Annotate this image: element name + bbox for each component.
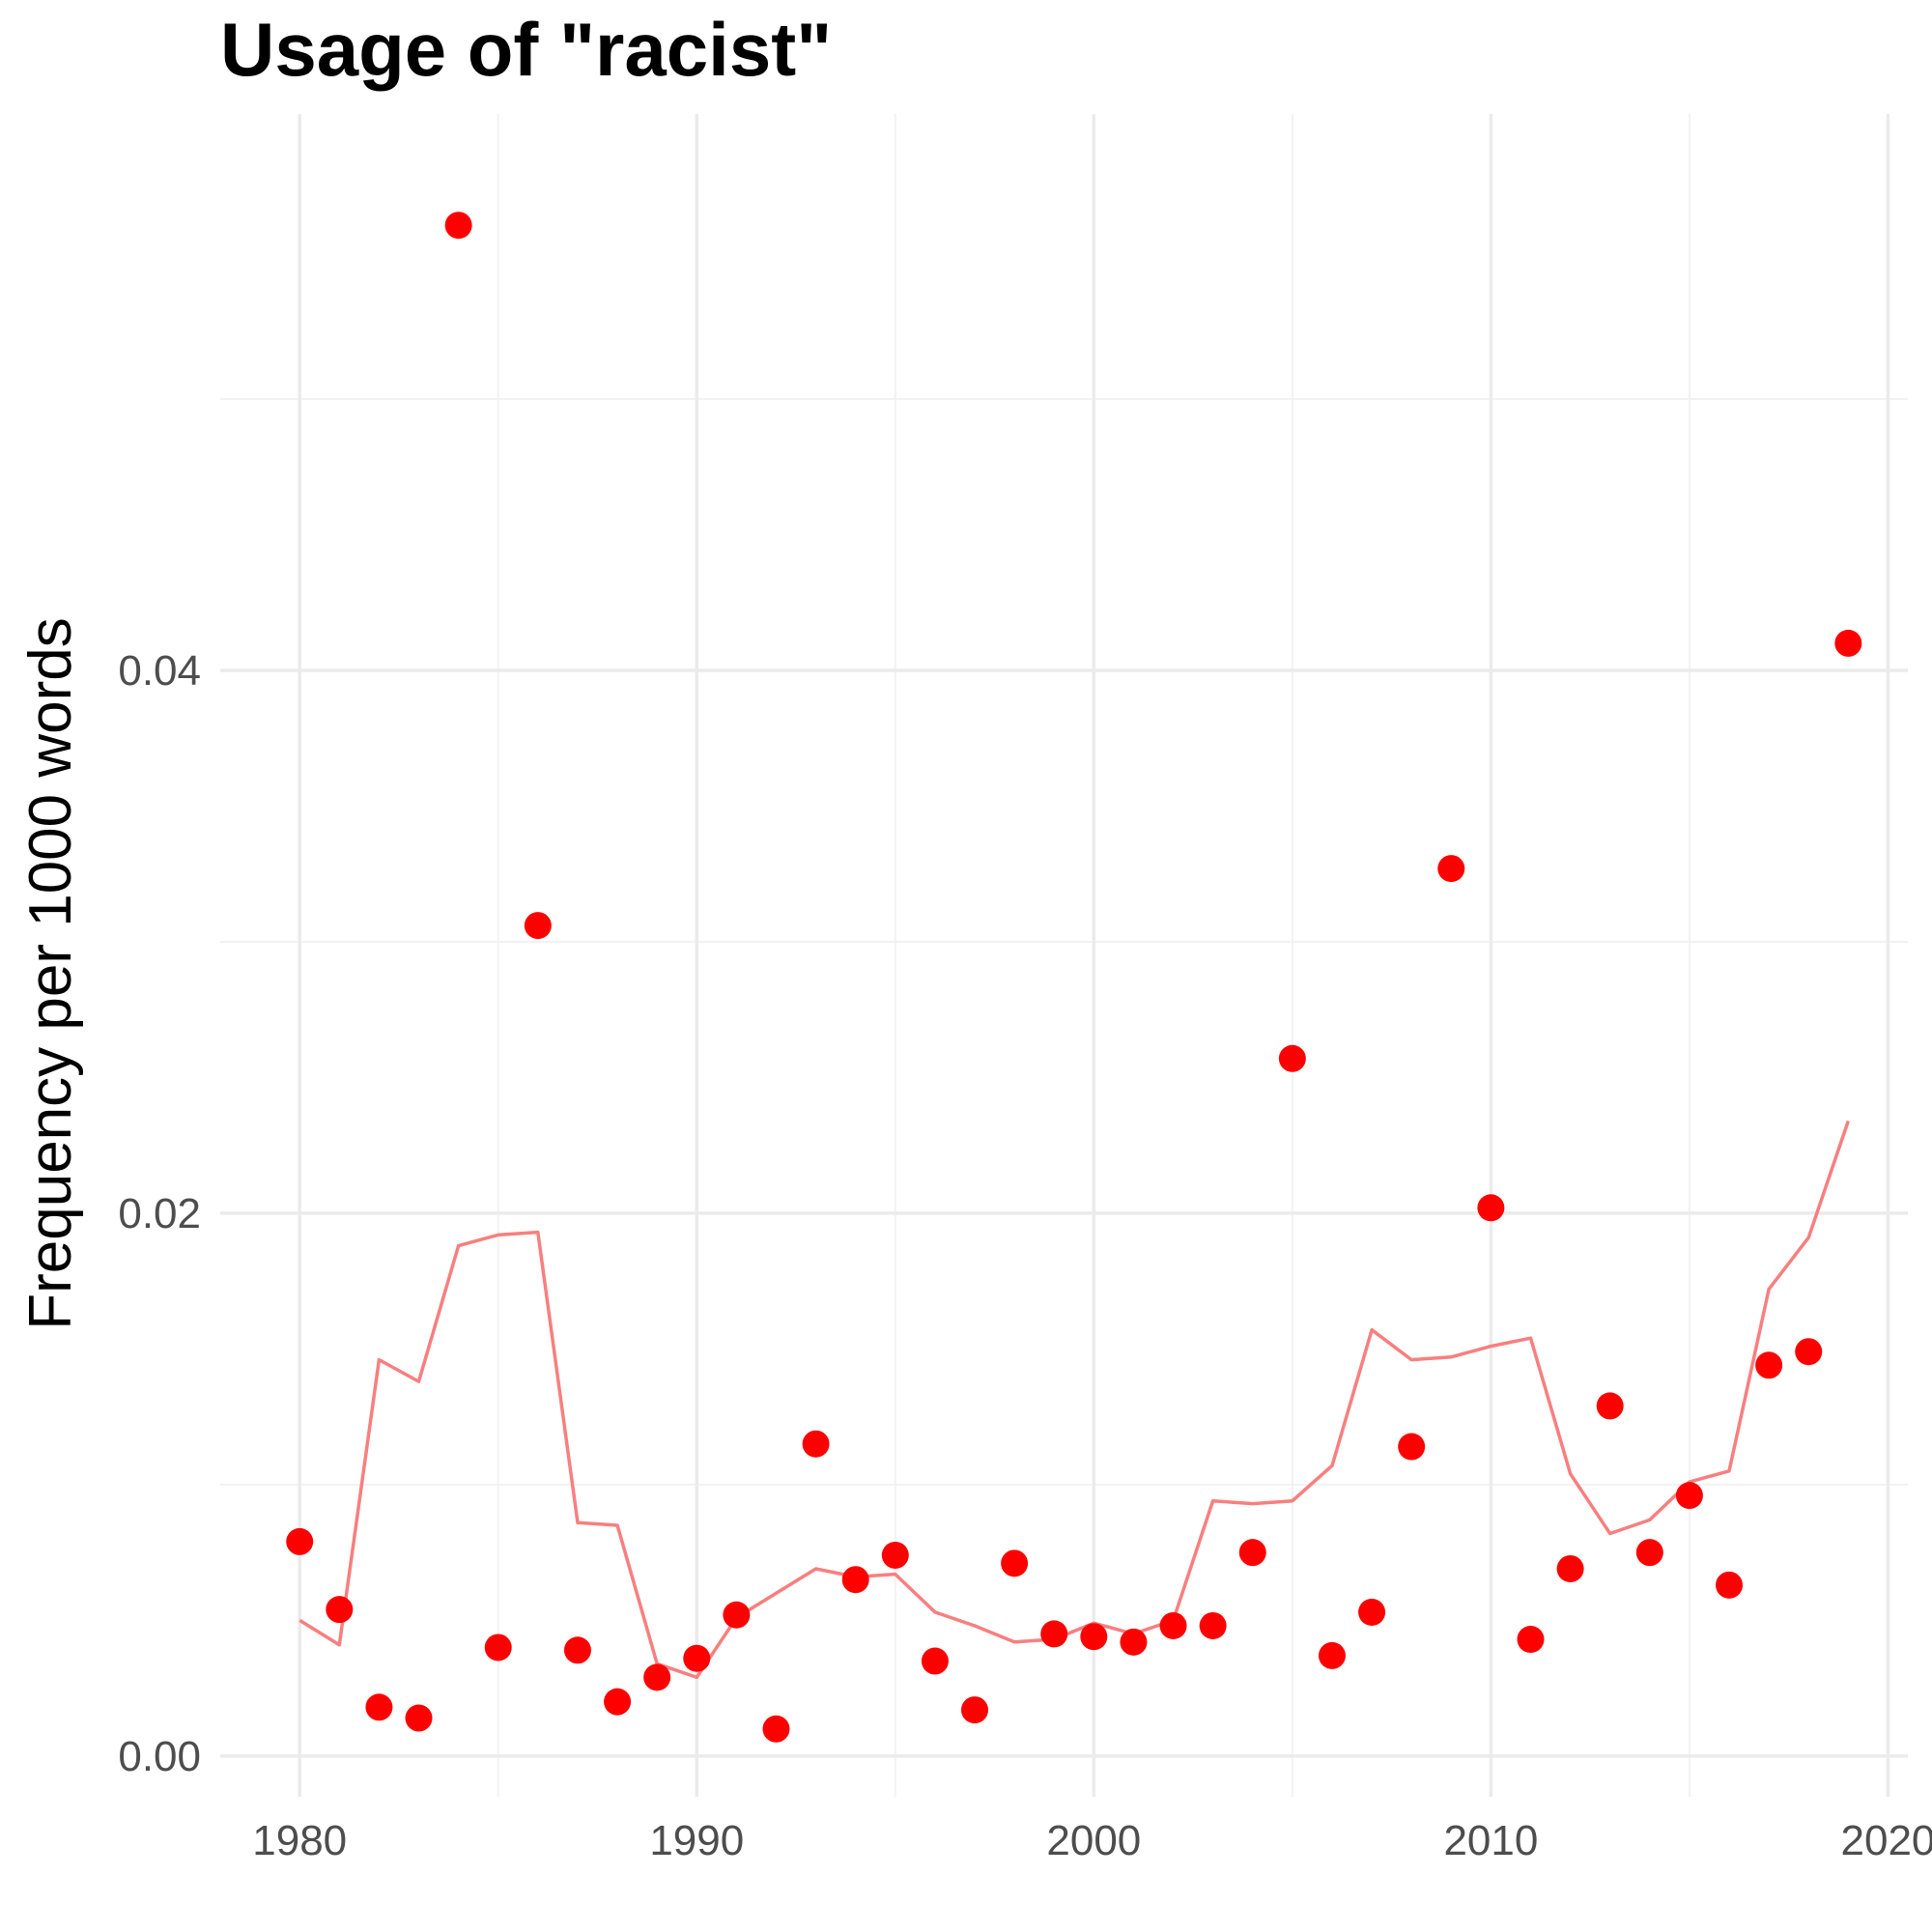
data-point (405, 1704, 433, 1732)
data-point (1795, 1338, 1823, 1366)
data-point (1716, 1571, 1744, 1599)
data-point (881, 1541, 909, 1569)
data-point (1040, 1620, 1068, 1648)
data-point (326, 1596, 354, 1624)
grid (220, 114, 1908, 1797)
data-point (484, 1634, 512, 1662)
data-point (604, 1688, 632, 1716)
data-point (524, 912, 552, 940)
x-tick-label: 2000 (1046, 1817, 1141, 1864)
y-axis-ticks: 0.00 0.02 0.04 (118, 647, 201, 1780)
data-point (921, 1647, 949, 1675)
data-point (1477, 1194, 1505, 1222)
data-point (643, 1663, 671, 1691)
data-point (1596, 1392, 1624, 1420)
data-point (683, 1644, 711, 1672)
data-point (1834, 629, 1862, 657)
data-point (1635, 1539, 1663, 1567)
smoothed-line-layer (298, 1120, 1850, 1680)
x-axis-ticks: 1980 1990 2000 2010 2020 (252, 1817, 1932, 1864)
data-point (1159, 1611, 1187, 1639)
data-point (1556, 1554, 1584, 1582)
data-point (563, 1636, 591, 1664)
data-points-layer (286, 212, 1862, 1743)
data-point (1517, 1626, 1545, 1654)
data-point (286, 1527, 314, 1555)
y-tick-label: 0.04 (118, 647, 201, 695)
y-tick-label: 0.00 (118, 1733, 201, 1780)
x-tick-label: 1990 (649, 1817, 744, 1864)
y-axis-label: Frequency per 1000 words (17, 617, 84, 1330)
data-point (1755, 1351, 1783, 1379)
data-point (1001, 1549, 1029, 1577)
data-point (1437, 855, 1465, 883)
data-point (802, 1430, 830, 1458)
data-point (1080, 1623, 1108, 1651)
data-point (1358, 1598, 1386, 1626)
chart-title: Usage of "racist" (220, 7, 832, 92)
smoothed-line (298, 1120, 1850, 1680)
data-point (961, 1696, 989, 1724)
data-point (444, 212, 472, 240)
data-point (1238, 1539, 1266, 1567)
data-point (1120, 1628, 1148, 1656)
data-point (762, 1715, 790, 1743)
data-point (1278, 1044, 1306, 1072)
data-point (841, 1566, 869, 1594)
data-point (1318, 1641, 1346, 1669)
x-tick-label: 1980 (252, 1817, 347, 1864)
y-tick-label: 0.02 (118, 1190, 201, 1237)
x-tick-label: 2010 (1443, 1817, 1538, 1864)
data-point (1199, 1611, 1227, 1639)
data-point (365, 1693, 393, 1721)
data-point (1398, 1433, 1426, 1461)
data-point (723, 1601, 751, 1629)
data-point (1675, 1482, 1703, 1510)
x-tick-label: 2020 (1841, 1817, 1932, 1864)
